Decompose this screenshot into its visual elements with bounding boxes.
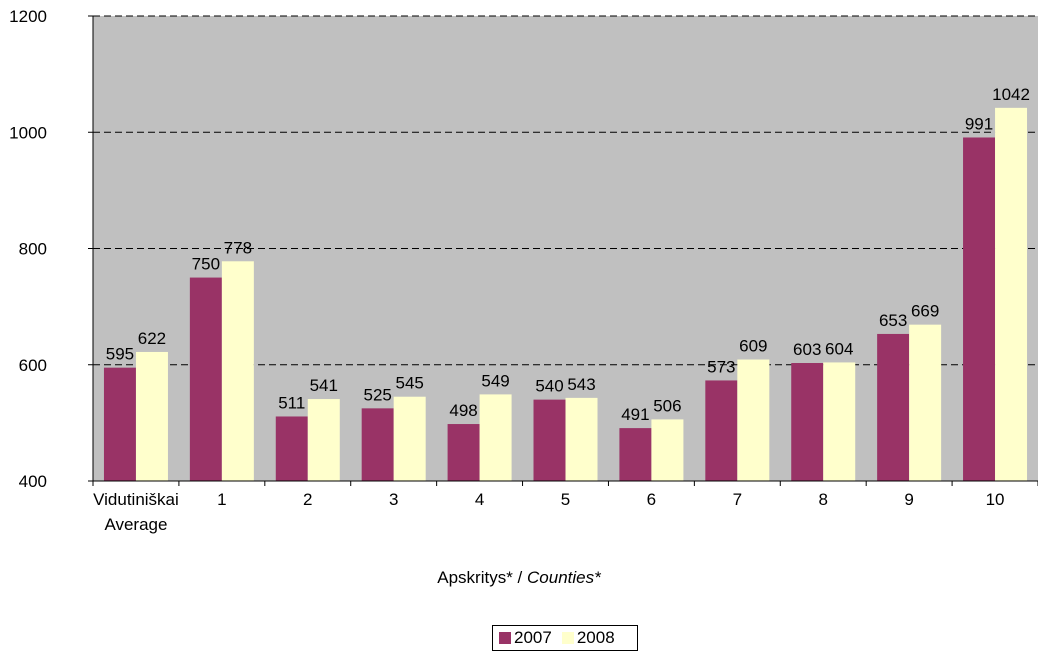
data-label-2008: 669 — [911, 302, 939, 321]
bar-2007 — [534, 400, 566, 481]
x-tick-label: 5 — [561, 490, 570, 509]
bar-2007 — [791, 363, 823, 481]
data-label-2008: 609 — [739, 337, 767, 356]
bar-2007 — [362, 408, 394, 481]
data-label-2008: 1042 — [992, 85, 1030, 104]
legend-label-2008: 2008 — [577, 628, 615, 648]
bar-2008 — [909, 325, 941, 481]
x-axis-title: Apskritys* / Counties* — [0, 568, 1038, 588]
data-label-2008: 506 — [653, 396, 681, 415]
bar-2007 — [705, 380, 737, 481]
data-label-2007: 653 — [879, 311, 907, 330]
data-label-2008: 545 — [395, 374, 423, 393]
legend-item-2007: 2007 — [499, 628, 552, 648]
bar-2008 — [566, 398, 598, 481]
bar-2007 — [877, 334, 909, 481]
x-axis-title-regular: Apskritys* / — [437, 568, 527, 587]
legend-swatch-2007 — [499, 632, 511, 644]
data-label-2008: 604 — [825, 339, 853, 358]
data-label-2007: 750 — [192, 255, 220, 274]
data-label-2008: 543 — [567, 375, 595, 394]
bar-2007 — [448, 424, 480, 481]
bar-2008 — [480, 394, 512, 481]
bar-2007 — [963, 137, 995, 481]
bar-2008 — [995, 108, 1027, 481]
data-label-2007: 511 — [278, 393, 305, 412]
x-tick-label: 6 — [647, 490, 656, 509]
x-tick-label: 3 — [389, 490, 398, 509]
x-tick-label: 2 — [303, 490, 312, 509]
x-tick-label: 9 — [904, 490, 913, 509]
data-label-2008: 622 — [138, 329, 166, 348]
data-label-2007: 991 — [965, 114, 993, 133]
data-label-2007: 595 — [106, 345, 134, 364]
bar-2008 — [737, 360, 769, 481]
data-label-2007: 498 — [449, 401, 477, 420]
data-label-2007: 491 — [621, 405, 649, 424]
x-tick-label: Average — [104, 515, 167, 534]
y-tick-label: 600 — [19, 356, 47, 375]
data-label-2007: 525 — [363, 385, 391, 404]
x-tick-label: 4 — [475, 490, 484, 509]
bar-2008 — [136, 352, 168, 481]
y-tick-label: 400 — [19, 472, 47, 491]
y-tick-label: 1200 — [9, 7, 47, 26]
x-tick-label: 10 — [986, 490, 1005, 509]
y-tick-label: 800 — [19, 240, 47, 259]
legend-swatch-2008 — [562, 632, 574, 644]
bar-2008 — [823, 362, 855, 481]
bar-2008 — [651, 419, 683, 481]
x-tick-label: Vidutiniškai — [93, 490, 179, 509]
data-label-2008: 778 — [224, 238, 252, 257]
bar-2007 — [104, 368, 136, 481]
x-axis-ticks: Vidutiniškai Average 1 2 3 4 5 6 7 8 9 10 — [93, 481, 1038, 534]
data-label-2007: 573 — [707, 357, 735, 376]
bar-2008 — [222, 261, 254, 481]
legend-label-2007: 2007 — [514, 628, 552, 648]
data-label-2008: 549 — [481, 371, 509, 390]
bar-2008 — [308, 399, 340, 481]
y-tick-label: 1000 — [9, 123, 47, 142]
bar-2007 — [276, 416, 308, 481]
x-tick-label: 8 — [818, 490, 827, 509]
legend-item-2008: 2008 — [562, 628, 615, 648]
bar-2007 — [619, 428, 651, 481]
data-label-2007: 540 — [535, 377, 563, 396]
bar-2008 — [394, 397, 426, 481]
data-label-2007: 603 — [793, 340, 821, 359]
bar-2007 — [190, 278, 222, 481]
x-tick-label: 1 — [217, 490, 226, 509]
legend: 2007 2008 — [492, 625, 638, 651]
x-axis-title-italic: Counties* — [527, 568, 601, 587]
x-tick-label: 7 — [733, 490, 742, 509]
data-label-2008: 541 — [310, 376, 338, 395]
y-axis-ticks: 400 600 800 1000 1200 — [9, 7, 93, 491]
